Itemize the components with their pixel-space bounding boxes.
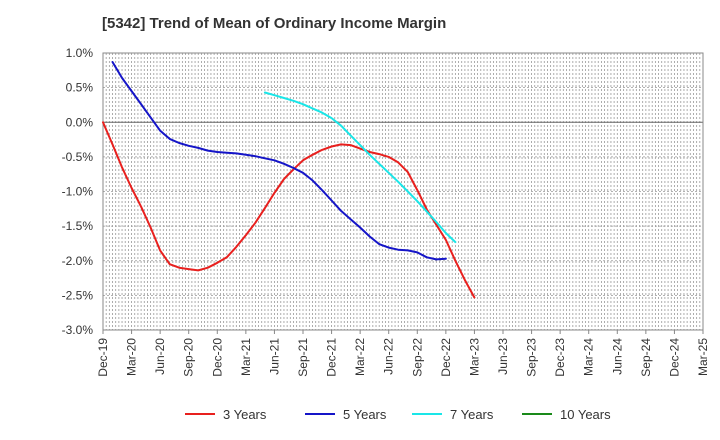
y-tick-label: -3.0% — [62, 323, 94, 337]
y-tick-label: 1.0% — [66, 46, 94, 60]
chart-title: [5342] Trend of Mean of Ordinary Income … — [102, 15, 447, 32]
legend-label-3-years: 3 Years — [223, 407, 267, 422]
x-tick-label: Jun-23 — [496, 338, 510, 375]
legend-label-5-years: 5 Years — [343, 407, 387, 422]
legend-label-10-years: 10 Years — [560, 407, 611, 422]
x-tick-label: Sep-23 — [525, 338, 539, 377]
x-tick-label: Mar-25 — [696, 338, 710, 376]
x-tick-label: Dec-20 — [210, 338, 224, 377]
x-tick-label: Dec-21 — [325, 338, 339, 377]
series-line-5-years — [111, 61, 447, 261]
x-tick-label: Mar-20 — [125, 338, 139, 376]
series-line-3-years — [102, 121, 476, 299]
x-tick-label: Mar-21 — [239, 338, 253, 376]
y-tick-label: -0.5% — [62, 150, 94, 164]
x-tick-label: Dec-19 — [96, 338, 110, 377]
y-tick-label: 0.5% — [66, 81, 94, 95]
plot-frame — [102, 52, 704, 331]
x-tick-label: Sep-21 — [296, 338, 310, 377]
legend-label-7-years: 7 Years — [450, 407, 494, 422]
x-tick-label: Sep-22 — [410, 338, 424, 377]
y-tick-label: -1.5% — [62, 219, 94, 233]
x-tick-label: Sep-24 — [639, 338, 653, 377]
y-tick-label: 0.0% — [66, 115, 94, 129]
x-tick-label: Jun-24 — [610, 338, 624, 375]
x-tick-label: Sep-20 — [182, 338, 196, 377]
x-tick-label: Mar-24 — [582, 338, 596, 376]
x-tick-label: Mar-22 — [353, 338, 367, 376]
x-tick-label: Mar-23 — [467, 338, 481, 376]
series-line-7-years — [263, 91, 457, 244]
x-tick-label: Dec-24 — [667, 338, 681, 377]
y-tick-label: -2.5% — [62, 288, 94, 302]
y-tick-label: -2.0% — [62, 254, 94, 268]
x-tick-label: Dec-23 — [553, 338, 567, 377]
x-tick-label: Jun-22 — [382, 338, 396, 375]
x-tick-label: Jun-20 — [153, 338, 167, 375]
y-tick-label: -1.0% — [62, 185, 94, 199]
x-tick-label: Dec-22 — [439, 338, 453, 377]
x-tick-label: Jun-21 — [267, 338, 281, 375]
